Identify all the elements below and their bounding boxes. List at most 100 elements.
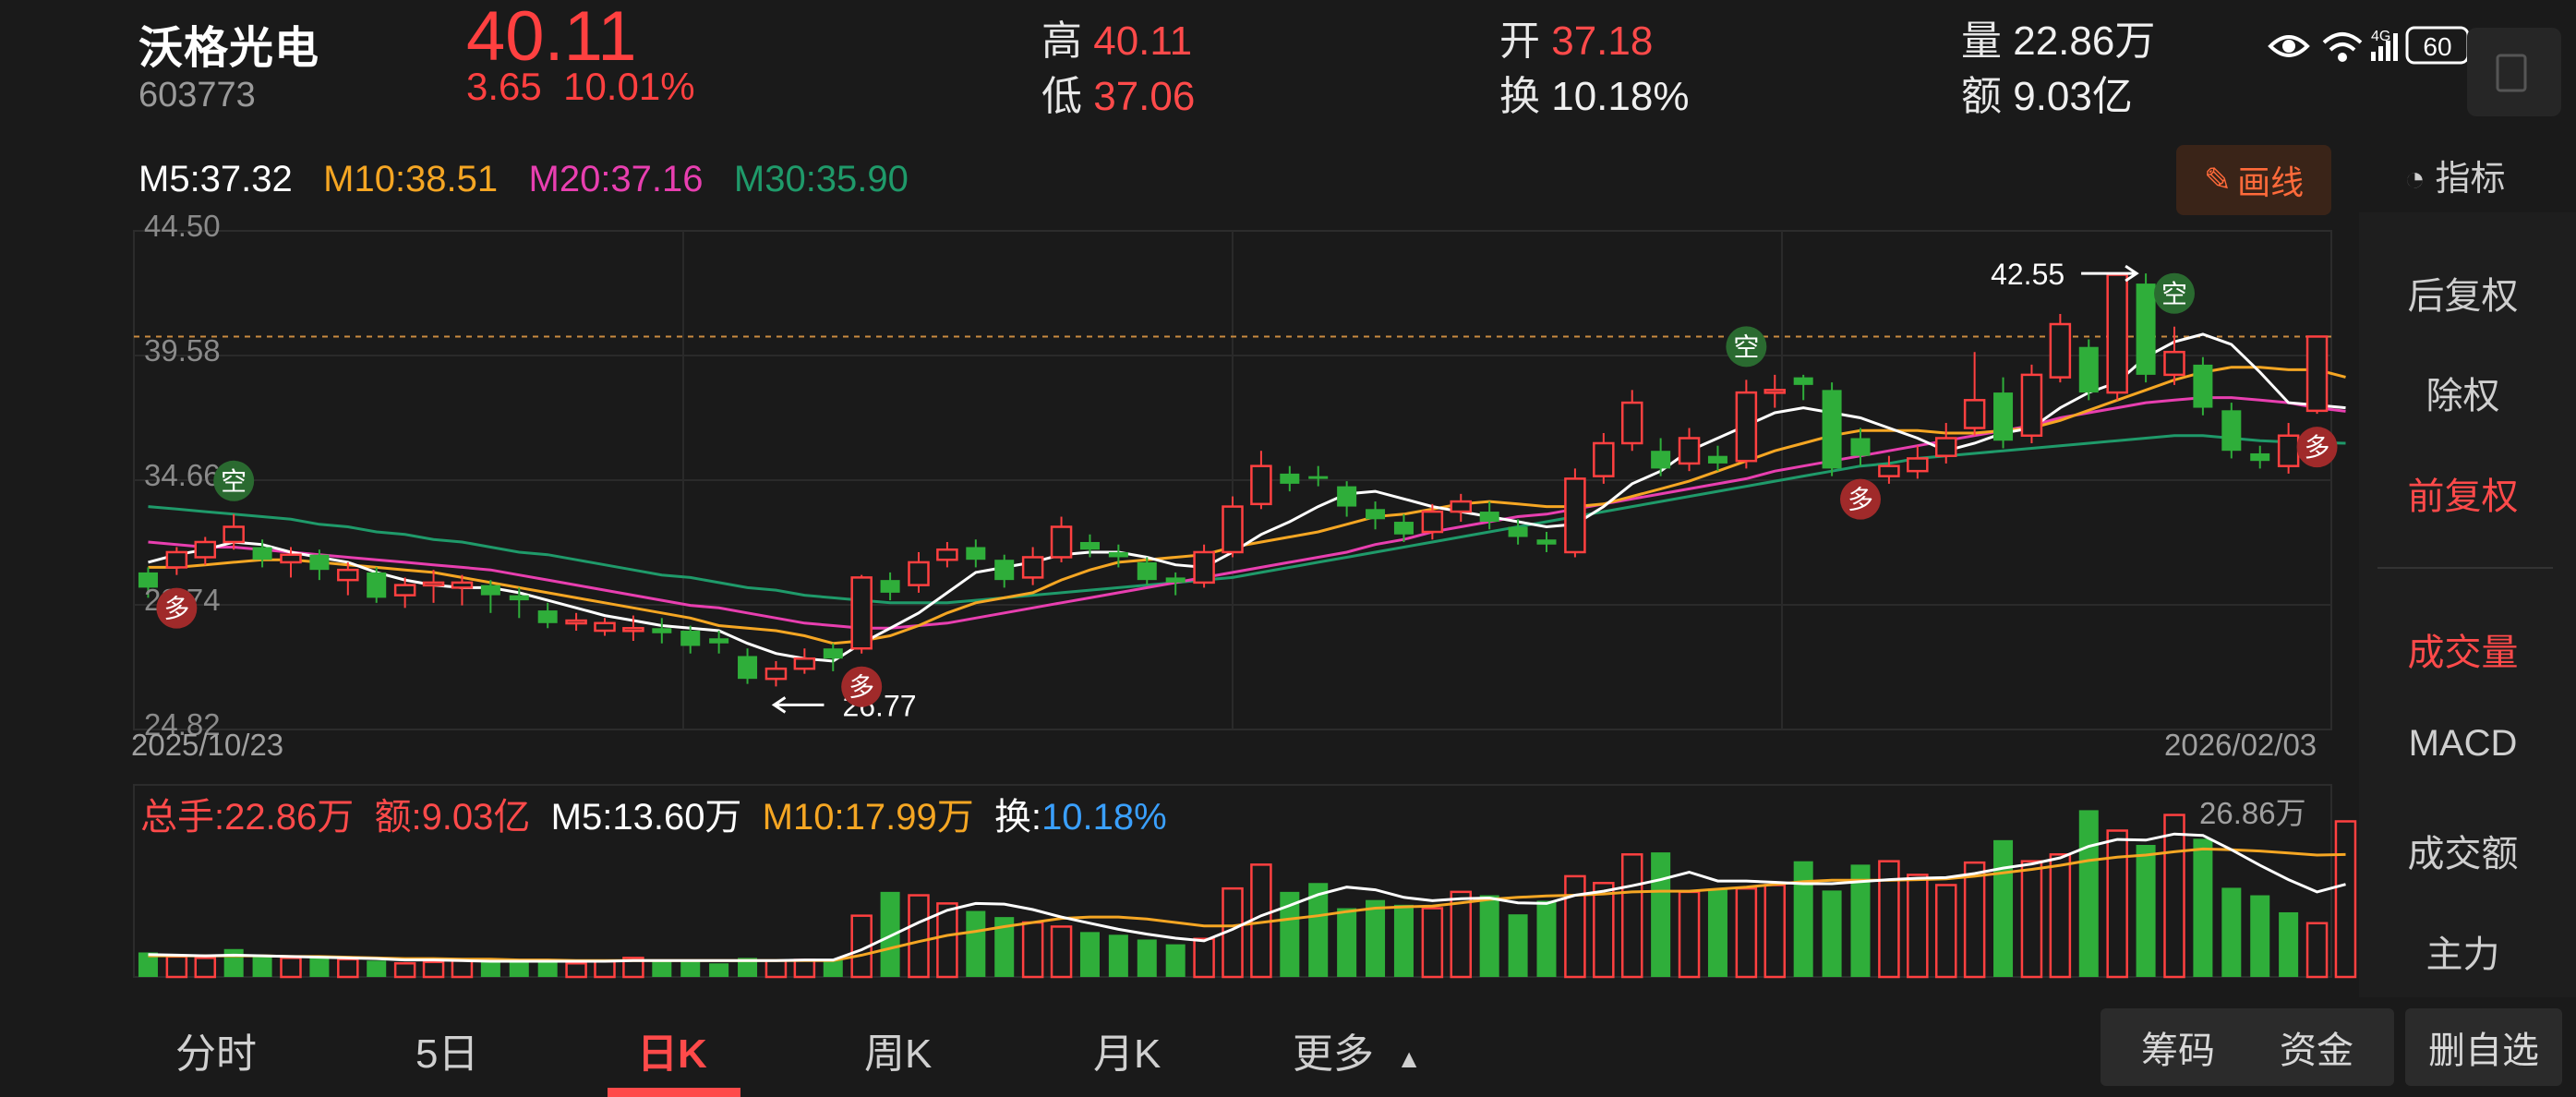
change-percent: 10.01% (563, 65, 695, 108)
volume-bar-up (1934, 884, 1957, 979)
ma10-label: M10:38.51 (323, 159, 499, 199)
menu-macd[interactable]: MACD (2408, 723, 2518, 764)
volume-bar-up (2049, 853, 2072, 979)
volume-m5-line (148, 832, 2346, 963)
volume-bar-down (1793, 861, 1813, 977)
current-price: 40.11 (466, 0, 637, 76)
volume-bar-up (793, 958, 816, 979)
remove-watchlist-button[interactable]: 删自选 (2405, 1008, 2562, 1086)
volume-bar-down (1707, 888, 1727, 977)
candle-body-down (480, 585, 500, 596)
candle-body-up (1593, 441, 1615, 477)
candle-body-down (509, 595, 529, 601)
ma10-line (148, 366, 2346, 645)
volume-bar-down (680, 961, 701, 977)
candle-body-down (1793, 377, 1813, 385)
low-label: 低 (1041, 74, 1082, 119)
chips-button[interactable]: 筹码 (2141, 1031, 2215, 1071)
candle-body-down (1651, 451, 1671, 469)
volume-bar-down (1850, 864, 1871, 977)
amount-row: 额 9.03亿 (1961, 63, 2133, 122)
signal-icon (2371, 33, 2398, 61)
menu-volume[interactable]: 成交量 (2407, 633, 2519, 673)
volume-bar-up (280, 957, 302, 979)
tab-more-label: 更多 (1293, 1031, 1374, 1077)
volume-ma-lines (148, 832, 2346, 963)
candle-body-up (1564, 477, 1586, 554)
volume-row: 量 22.86万 (1961, 7, 2155, 66)
low-row: 低 37.06 (1041, 63, 1195, 122)
volume-bar-down (1280, 891, 1300, 977)
candle-body-down (1822, 390, 1842, 469)
ma-legend: M5:37.32 M10:38.51 M20:37.16 M30:35.90 (138, 159, 909, 200)
side-menu: 后复权 除权 前复权 成交量 MACD 成交额 主力 (2359, 212, 2576, 997)
volume-bar-up (1564, 874, 1586, 979)
funds-button[interactable]: 资金 (2280, 1031, 2353, 1071)
tab-daily-k[interactable]: 日K (637, 1031, 707, 1077)
ma20-line (148, 396, 2346, 630)
active-tab-indicator (608, 1088, 740, 1097)
volume-bar-up (1907, 874, 1929, 979)
menu-main-force[interactable]: 主力 (2426, 934, 2500, 975)
candle-body-up (165, 550, 188, 569)
candle-body-down (709, 638, 729, 644)
candle-body-down (1393, 522, 1414, 535)
buy-signal-badge-bg (156, 587, 198, 629)
candle-body-up (451, 581, 474, 589)
sell-signal-badge-bg (1726, 326, 1767, 368)
candle-body-up (393, 584, 416, 597)
volume-bar-up (622, 957, 644, 979)
tab-monthly-k[interactable]: 月K (1093, 1031, 1162, 1077)
candle-body-down (1079, 541, 1100, 550)
volume-label: 量 (1961, 18, 2002, 64)
volume-amount: 额:9.03亿 (374, 797, 531, 838)
volume-bar-down (880, 891, 900, 977)
candle-body-up (1250, 464, 1272, 506)
candle-body-up (2277, 434, 2300, 467)
volume-bar-up (565, 962, 587, 979)
candle-body-down (823, 648, 843, 659)
candles (138, 273, 2329, 687)
volume-bar-up (1593, 882, 1615, 979)
volume-bar-down (223, 948, 244, 977)
volume-bar-up (936, 902, 958, 979)
menu-turnover-amount[interactable]: 成交额 (2407, 834, 2519, 874)
fullscreen-button[interactable] (2467, 28, 2561, 116)
draw-line-button[interactable]: ✎ 画线 (2176, 145, 2331, 215)
sell-signal-badge-bg (213, 460, 255, 501)
volume-bar-up (2305, 922, 2329, 979)
caret-up-icon: ▲ (1396, 1044, 1422, 1073)
volume-bar-down (1079, 932, 1100, 977)
tab-intraday[interactable]: 分时 (175, 1031, 257, 1077)
tab-more[interactable]: 更多 ▲ (1293, 1020, 1422, 1079)
volume-bar-up (908, 894, 930, 979)
volume-bar-up (1620, 853, 1643, 979)
menu-back-adjust[interactable]: 后复权 (2407, 276, 2519, 317)
candle-body-up (194, 540, 217, 559)
candle-body-up (622, 627, 644, 633)
menu-ex-right[interactable]: 除权 (2426, 376, 2500, 416)
turnover-row: 换 10.18% (1499, 63, 1689, 122)
candle-body-down (1137, 561, 1157, 581)
indicator-button[interactable]: ◔ 指标 (2404, 150, 2506, 200)
high-label: 高 (1041, 18, 1082, 64)
volume-bar-up (764, 959, 788, 979)
price-change: 3.65 10.01% (466, 65, 695, 109)
volume-bar-up (422, 960, 445, 979)
date-end: 2026/02/03 (2164, 728, 2317, 762)
volume-legend: 总手:22.86万 额:9.03亿 M5:13.60万 M10:17.99万 换… (140, 787, 1167, 840)
price-tick-label: 24.82 (144, 707, 221, 741)
stock-code: 603773 (138, 76, 256, 115)
volume-bar-down (994, 917, 1015, 977)
tab-5day[interactable]: 5日 (415, 1031, 479, 1077)
tab-weekly-k[interactable]: 周K (864, 1031, 933, 1077)
menu-forward-adjust[interactable]: 前复权 (2407, 476, 2519, 517)
volume-bar-up (1878, 860, 1900, 979)
volume-bar-down (2078, 810, 2099, 977)
wifi-icon (2322, 32, 2363, 62)
pencil-icon: ✎ (2203, 161, 2233, 199)
candle-body-up (1878, 464, 1900, 477)
candle-body-up (850, 576, 873, 650)
buy-signal-badge-bg (1840, 478, 1881, 520)
